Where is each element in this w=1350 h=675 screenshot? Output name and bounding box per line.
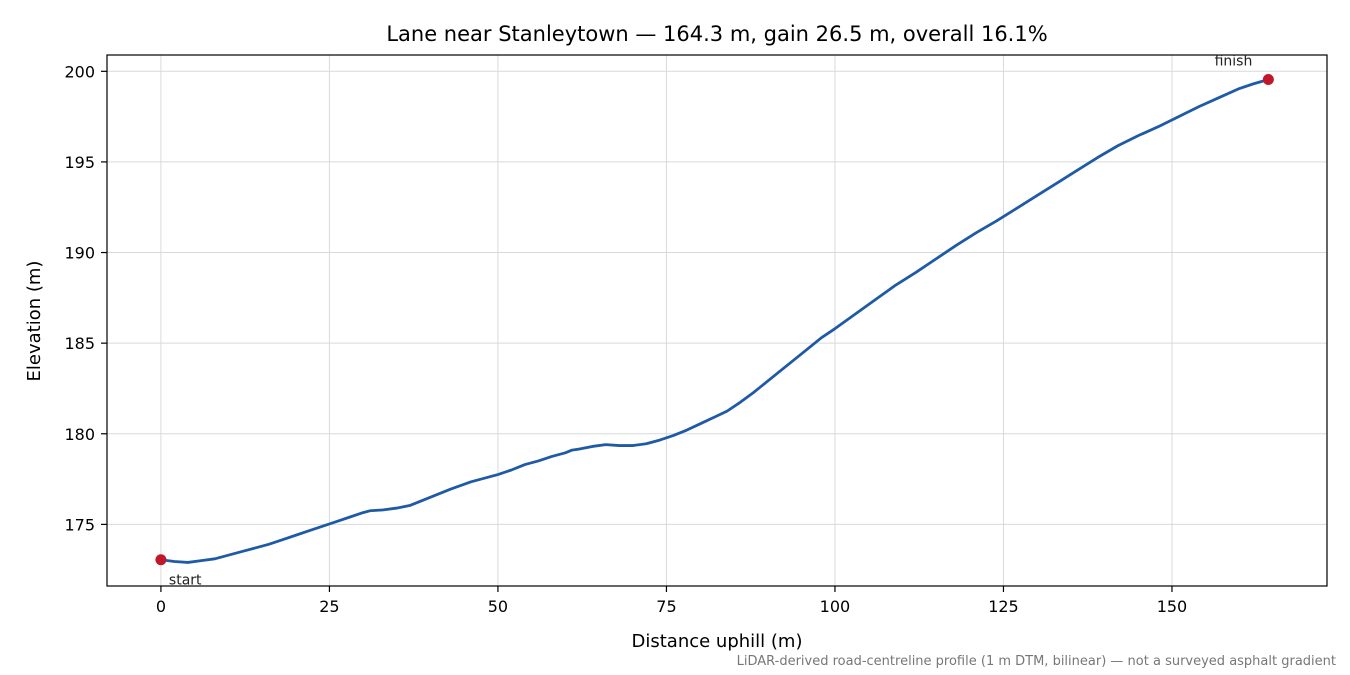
finish-marker [1262,73,1274,85]
plot-frame [106,54,1328,587]
y-tick-label: 175 [64,515,95,534]
x-tick-label: 50 [488,597,508,616]
markers: start finish [155,53,1274,589]
chart-title: Lane near Stanleytown — 164.3 m, gain 26… [386,22,1047,46]
x-tick-label: 75 [656,597,676,616]
start-label: start [169,573,202,589]
x-tick-label: 100 [820,597,851,616]
elevation-series-line [159,78,1270,564]
x-tick-label: 125 [988,597,1019,616]
y-tick-label: 185 [64,334,95,353]
x-tick-label: 150 [1157,597,1188,616]
finish-label: finish [1215,53,1253,69]
y-axis: 175 180 185 190 195 200 [64,62,107,534]
x-tick-label: 0 [156,597,166,616]
grid [107,55,1327,586]
x-axis: 0 25 50 75 100 125 150 [156,586,1187,616]
footnote: LiDAR-derived road-centreline profile (1… [737,654,1336,669]
x-tick-label: 25 [319,597,339,616]
y-tick-label: 190 [64,244,95,263]
y-axis-label: Elevation (m) [24,261,45,382]
y-tick-label: 195 [64,153,95,172]
y-tick-label: 180 [64,425,95,444]
start-marker [155,554,167,566]
x-axis-label: Distance uphill (m) [632,631,803,652]
y-tick-label: 200 [64,62,95,81]
